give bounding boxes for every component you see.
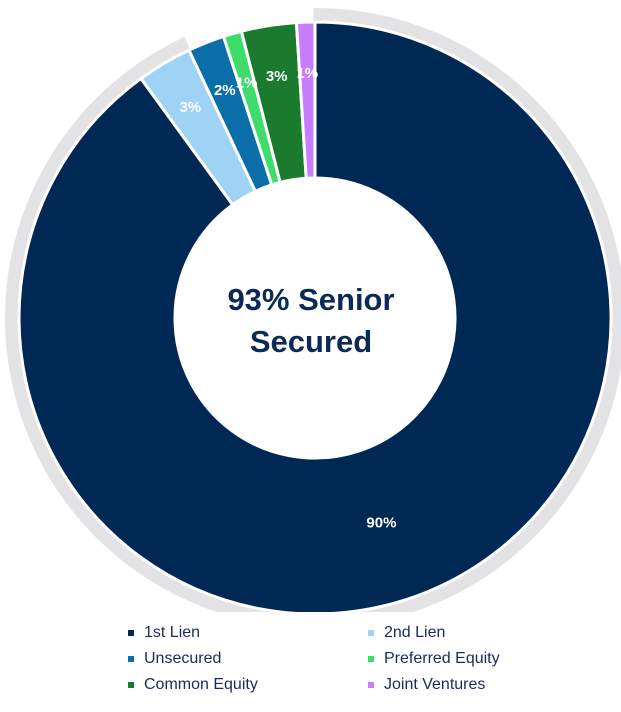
- legend-item-unsecured: Unsecured: [125, 648, 365, 669]
- slice-label-2nd-lien: 3%: [179, 99, 201, 116]
- slice-label-preferred-equity: 1%: [236, 75, 258, 92]
- legend-item-2nd-lien: 2nd Lien: [365, 622, 595, 643]
- legend-item-preferred-equity: Preferred Equity: [365, 648, 595, 669]
- legend-swatch-common-equity: [128, 681, 134, 688]
- center-label-line-2: Secured: [250, 324, 372, 359]
- slice-label-joint-ventures: 1%: [296, 65, 318, 82]
- legend-swatch-preferred-equity: [368, 655, 374, 662]
- slice-label-common-equity: 3%: [266, 68, 288, 85]
- legend-item-1st-lien: 1st Lien: [125, 622, 365, 643]
- legend-label-preferred-equity: Preferred Equity: [384, 649, 500, 667]
- donut-hole: [175, 178, 455, 458]
- legend: 1st Lien 2nd Lien Unsecured Preferred Eq…: [125, 622, 595, 695]
- legend-label-unsecured: Unsecured: [144, 649, 222, 667]
- legend-swatch-1st-lien: [128, 629, 134, 636]
- slice-1st-lien: [17, 20, 613, 612]
- legend-item-joint-ventures: Joint Ventures: [365, 674, 595, 695]
- donut-chart: 93% Senior Secured 90%3%2% 1% 3% 1%: [5, 8, 621, 612]
- legend-label-1st-lien: 1st Lien: [144, 623, 201, 641]
- legend-label-common-equity: Common Equity: [144, 675, 258, 693]
- slice-labels: 90%3%2% 1% 3% 1%: [179, 65, 396, 531]
- center-label-line-1: 93% Senior: [227, 282, 394, 317]
- legend-item-common-equity: Common Equity: [125, 674, 365, 695]
- slice-label-unsecured: 2%: [214, 82, 236, 99]
- legend-swatch-2nd-lien: [368, 629, 374, 636]
- legend-label-2nd-lien: 2nd Lien: [384, 623, 446, 641]
- slice-label-1st-lien: 90%: [366, 514, 396, 531]
- legend-swatch-joint-ventures: [368, 681, 374, 688]
- legend-label-joint-ventures: Joint Ventures: [384, 675, 486, 693]
- legend-swatch-unsecured: [128, 655, 134, 662]
